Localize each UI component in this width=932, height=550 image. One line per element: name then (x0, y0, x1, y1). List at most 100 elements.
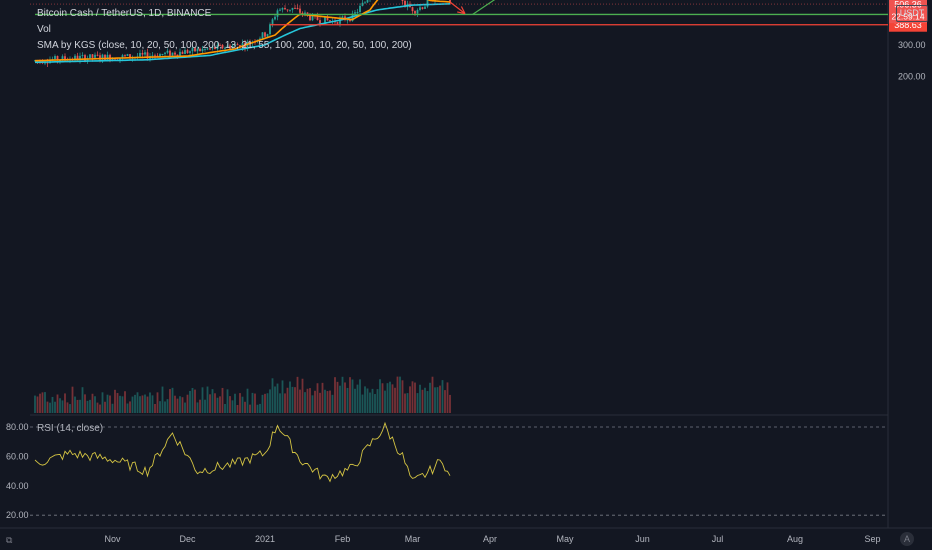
volume-bar (266, 393, 269, 413)
volume-bar (54, 401, 56, 413)
candle-body (216, 44, 219, 49)
volume-bar (291, 386, 294, 413)
candle-body (196, 48, 199, 52)
candle-body (306, 12, 309, 16)
volume-bar (354, 388, 356, 413)
candle-body (329, 20, 331, 22)
candle-body (426, 0, 429, 7)
volume-bar (151, 395, 154, 413)
candle-body (219, 44, 221, 46)
candle-body (194, 47, 196, 52)
candle-body (166, 50, 169, 53)
candle-body (361, 2, 364, 6)
volume-bar (106, 394, 109, 413)
volume-bar (36, 396, 39, 413)
volume-bar (144, 394, 146, 413)
candle-body (356, 12, 359, 14)
volume-bar (59, 398, 61, 413)
candle-body (56, 56, 59, 61)
candle-body (209, 48, 211, 50)
volume-bar (249, 404, 251, 413)
volume-bar (316, 383, 319, 413)
volume-bar (419, 384, 421, 413)
candle-body (181, 51, 184, 54)
volume-bar (366, 388, 369, 413)
candle-body (169, 50, 171, 56)
candle-body (101, 54, 104, 60)
time-tick-label: Jul (712, 534, 724, 544)
candle-body (121, 55, 124, 58)
volume-bar (89, 399, 91, 413)
volume-bar (119, 395, 121, 413)
volume-bar (221, 387, 224, 413)
volume-bar (159, 401, 161, 413)
volume-bar (449, 394, 451, 413)
volume-bar (246, 388, 249, 413)
time-tick-label: Mar (405, 534, 421, 544)
volume-bar (99, 404, 101, 413)
candle-body (269, 24, 271, 35)
volume-bar (81, 387, 84, 413)
candle-body (286, 9, 289, 11)
candle-body (421, 7, 424, 9)
volume-bar (194, 389, 196, 413)
candle-body (234, 44, 236, 46)
candle-body (359, 5, 361, 13)
volume-bar (49, 402, 51, 413)
volume-bar (374, 394, 376, 413)
candle-body (174, 52, 176, 55)
volume-bar (356, 384, 359, 413)
candle-body (221, 44, 224, 49)
volume-bar (86, 400, 89, 413)
volume-bar (166, 399, 169, 413)
auto-scale-icon[interactable]: A (900, 532, 914, 546)
candle-body (266, 34, 269, 37)
volume-bar (276, 383, 279, 413)
volume-bar (201, 387, 204, 413)
volume-bar (66, 402, 69, 413)
candle-body (416, 9, 419, 14)
volume-bar (136, 392, 139, 413)
volume-bar (131, 396, 134, 413)
sma-line-blue (35, 3, 451, 64)
volume-bar (411, 381, 414, 413)
volume-bar (191, 387, 194, 413)
volume-bar (41, 392, 44, 413)
volume-bar (199, 399, 201, 413)
candle-body (164, 52, 166, 54)
candle-body (296, 8, 299, 10)
volume-bar (409, 386, 411, 413)
volume-bar (261, 394, 264, 413)
candle-body (129, 54, 131, 59)
volume-bar (351, 379, 354, 413)
volume-bar (436, 387, 439, 413)
volume-bar (209, 394, 211, 413)
volume-bar (441, 380, 444, 413)
volume-bar (274, 386, 276, 413)
volume-bar (306, 388, 309, 413)
currency-button[interactable]: USDT (896, 5, 928, 22)
projection-arrow (449, 1, 466, 15)
volume-bar (79, 399, 81, 413)
candle-body (79, 55, 81, 60)
candle-body (364, 2, 366, 4)
time-tick-label: Feb (335, 534, 351, 544)
volume-bar (231, 400, 234, 413)
volume-bar (381, 383, 384, 413)
time-tick-label: Jun (635, 534, 650, 544)
candle-body (231, 45, 234, 49)
volume-bar (216, 397, 219, 413)
volume-bar (304, 392, 306, 413)
candle-body (46, 62, 49, 64)
candle-body (111, 58, 114, 61)
candle-body (301, 12, 304, 14)
volume-bar (229, 396, 231, 413)
candle-body (299, 8, 301, 13)
volume-bar (414, 382, 416, 413)
volume-bar (424, 387, 426, 413)
volume-bar (156, 392, 159, 413)
volume-bar (404, 393, 406, 413)
timezone-icon[interactable]: ⧉ (6, 535, 13, 545)
